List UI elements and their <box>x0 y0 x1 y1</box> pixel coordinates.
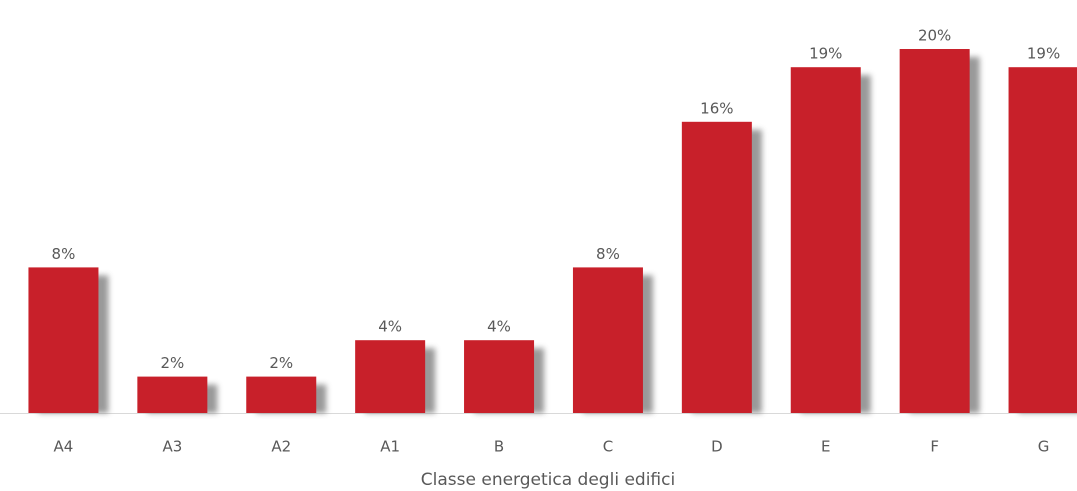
data-label: 8% <box>52 245 76 263</box>
x-tick-label: F <box>930 438 939 456</box>
x-tick-label: E <box>821 438 830 456</box>
x-tick-label: A4 <box>54 438 74 456</box>
data-label: 4% <box>378 318 402 336</box>
bar <box>1008 67 1077 413</box>
data-label: 20% <box>918 27 951 45</box>
bar <box>464 340 535 413</box>
data-label: 4% <box>487 318 511 336</box>
x-tick-label: G <box>1038 438 1050 456</box>
x-tick-label: A1 <box>380 438 400 456</box>
data-label: 16% <box>700 99 733 117</box>
bar <box>355 340 426 413</box>
bar <box>246 376 317 413</box>
data-label: 19% <box>809 45 842 63</box>
bar <box>28 267 99 413</box>
bar <box>790 67 861 413</box>
x-tick-label: A3 <box>162 438 182 456</box>
x-axis-title: Classe energetica degli edifici <box>421 470 675 490</box>
x-tick-label: C <box>603 438 613 456</box>
bar <box>899 49 970 413</box>
x-tick-label: B <box>494 438 504 456</box>
bar <box>137 376 208 413</box>
bar <box>572 267 643 413</box>
data-label: 19% <box>1027 45 1060 63</box>
data-label: 2% <box>269 354 293 372</box>
x-tick-label: D <box>711 438 723 456</box>
data-label: 8% <box>596 245 620 263</box>
data-label: 2% <box>160 354 184 372</box>
bar <box>681 121 752 414</box>
x-tick-label: A2 <box>271 438 291 456</box>
